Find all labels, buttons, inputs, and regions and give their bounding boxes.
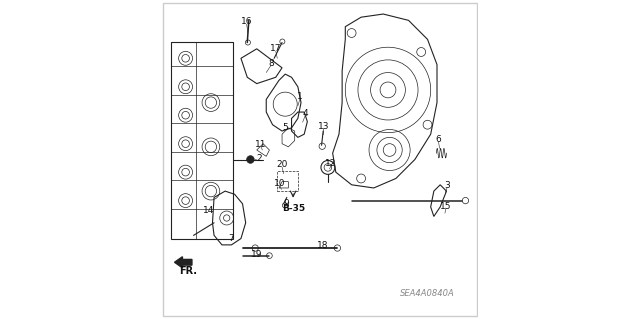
Circle shape bbox=[246, 156, 254, 163]
Text: 11: 11 bbox=[255, 140, 267, 149]
FancyArrow shape bbox=[175, 257, 192, 268]
Text: FR.: FR. bbox=[179, 266, 197, 276]
Text: 2: 2 bbox=[257, 154, 262, 163]
Text: 19: 19 bbox=[251, 250, 262, 259]
Text: 16: 16 bbox=[241, 18, 252, 26]
Text: 10: 10 bbox=[274, 179, 285, 188]
Text: 20: 20 bbox=[276, 160, 288, 169]
Text: 12: 12 bbox=[325, 159, 337, 168]
Text: 9: 9 bbox=[284, 199, 289, 208]
Text: B-35: B-35 bbox=[282, 204, 306, 213]
Bar bbox=[277, 171, 298, 191]
Text: 8: 8 bbox=[268, 59, 274, 68]
Text: 4: 4 bbox=[302, 109, 308, 118]
Bar bbox=[172, 42, 233, 239]
Text: 6: 6 bbox=[436, 135, 442, 144]
Text: 1: 1 bbox=[297, 92, 303, 101]
Text: 14: 14 bbox=[203, 206, 214, 215]
Text: 5: 5 bbox=[282, 123, 288, 132]
Text: 7: 7 bbox=[228, 234, 234, 243]
Text: 13: 13 bbox=[318, 122, 330, 131]
Text: 15: 15 bbox=[440, 202, 452, 211]
Text: 18: 18 bbox=[317, 241, 329, 250]
Text: 3: 3 bbox=[444, 181, 450, 190]
Text: SEA4A0840A: SEA4A0840A bbox=[400, 289, 455, 298]
Text: 17: 17 bbox=[270, 44, 282, 53]
